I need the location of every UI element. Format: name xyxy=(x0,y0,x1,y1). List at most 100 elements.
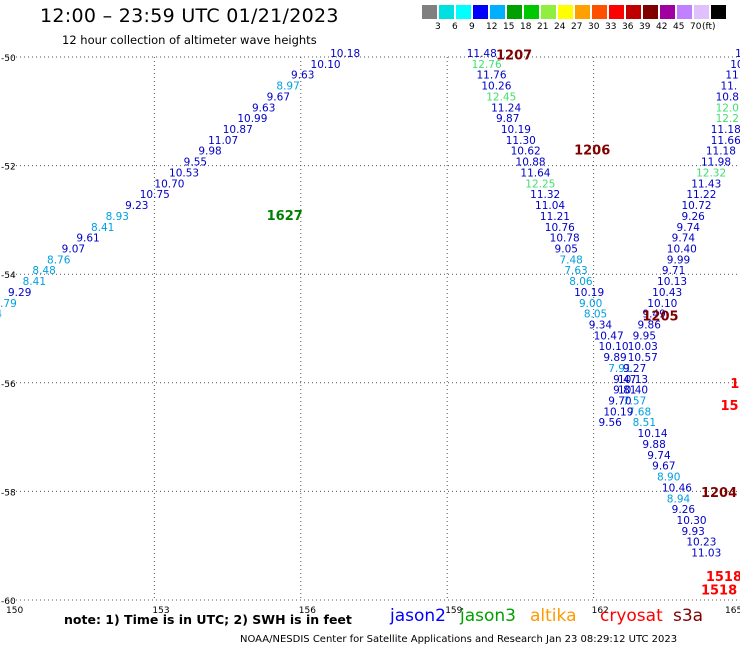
hour-label: 1627 xyxy=(267,209,303,224)
swh-label: 9.74 xyxy=(677,222,701,234)
swh-label: 10.76 xyxy=(545,222,575,234)
swh-label: 7.57 xyxy=(623,396,646,408)
satellite-s3a: s3a xyxy=(673,606,704,626)
swh-label: 10.14 xyxy=(638,428,668,440)
credit-line: NOAA/NESDIS Center for Satellite Applica… xyxy=(240,634,678,645)
swh-label: 11. xyxy=(720,81,737,93)
swh-label: 8.97 xyxy=(276,81,299,93)
lon-tick-label: 162 xyxy=(592,606,609,616)
lat-tick-label: -52 xyxy=(1,163,16,173)
swh-label: 11.48 xyxy=(467,48,497,60)
legend-swatch xyxy=(422,5,437,19)
swh-label: 8.51 xyxy=(633,417,656,429)
swh-label: 10.47 xyxy=(594,330,624,342)
swh-label: 9.29 xyxy=(8,287,31,299)
swh-label: 9.67 xyxy=(267,91,290,103)
swh-label: 12.25 xyxy=(525,178,555,190)
lon-tick-label: 150 xyxy=(6,606,23,616)
swh-label: 9.71 xyxy=(662,265,685,277)
satellite-altika: altika xyxy=(530,606,577,626)
swh-label: 9.23 xyxy=(125,200,148,212)
hour-label: 1518 xyxy=(706,570,740,585)
swh-label: 9.88 xyxy=(642,439,665,451)
legend-swatch xyxy=(541,5,556,19)
legend-swatch xyxy=(507,5,522,19)
swh-label: 10.13 xyxy=(618,374,648,386)
swh-label: 10.19 xyxy=(574,287,604,299)
swh-label: 10.88 xyxy=(516,157,546,169)
chart-title: 12:00 – 23:59 UTC 01/21/2023 xyxy=(40,5,339,27)
hour-label: 15 xyxy=(730,377,740,392)
swh-label: 10.70 xyxy=(154,178,184,190)
legend-swatch xyxy=(626,5,641,19)
swh-label: 9.56 xyxy=(598,417,622,429)
swh-label: 9.49 xyxy=(642,309,665,321)
lon-tick-label: 159 xyxy=(445,606,462,616)
swh-label: 9.74 xyxy=(672,233,696,245)
swh-label: 9.93 xyxy=(681,526,704,538)
legend-label: 70 xyxy=(690,22,702,32)
hour-label: 1207 xyxy=(496,49,532,64)
satellite-jason3: jason3 xyxy=(460,606,516,626)
swh-label: 12.2 xyxy=(716,113,739,125)
swh-label: 10.75 xyxy=(140,189,170,201)
legend-swatch xyxy=(524,5,539,19)
swh-label: 10.26 xyxy=(481,81,511,93)
swh-label: 9.63 xyxy=(252,102,275,114)
swh-label: 10.19 xyxy=(501,124,531,136)
legend-swatch xyxy=(677,5,692,19)
legend-unit: (ft) xyxy=(702,22,716,32)
swh-label: 11.76 xyxy=(476,70,506,82)
swh-label: 8.79 xyxy=(0,298,17,310)
swh-label: 10.99 xyxy=(237,113,267,125)
legend-swatch xyxy=(473,5,488,19)
swh-label: 7.91 xyxy=(608,363,631,375)
swh-label: 9.05 xyxy=(555,243,578,255)
swh-label: 12.76 xyxy=(472,59,502,71)
legend-swatch xyxy=(439,5,454,19)
swh-label: 11 xyxy=(725,70,738,82)
legend-label: 18 xyxy=(520,22,532,32)
swh-label: 9.55 xyxy=(184,157,207,169)
swh-label: 9.74 xyxy=(647,450,671,462)
hour-label: 1518 xyxy=(701,584,737,599)
chart-subtitle: 12 hour collection of altimeter wave hei… xyxy=(62,33,317,47)
swh-label: 9.63 xyxy=(291,70,314,82)
lon-tick-label: 153 xyxy=(152,606,169,616)
swh-label: 10.13 xyxy=(657,276,687,288)
swh-label: 7.68 xyxy=(628,406,651,418)
swh-label: 10 xyxy=(730,59,740,71)
swh-label: 11.24 xyxy=(491,102,521,114)
lat-tick-label: -56 xyxy=(1,380,16,390)
legend-label: 15 xyxy=(503,22,515,32)
swh-label: 9.95 xyxy=(633,330,656,342)
swh-label: 9.00 xyxy=(579,298,602,310)
swh-label: 10.43 xyxy=(652,287,682,299)
swh-label: 12.45 xyxy=(486,91,516,103)
swh-label: 11.03 xyxy=(691,548,721,560)
swh-label: 10.10 xyxy=(311,59,341,71)
swh-label: 11.18 xyxy=(706,146,736,158)
legend-label: 6 xyxy=(452,22,458,32)
swh-label: 11.64 xyxy=(520,167,550,179)
swh-label: 9.07 xyxy=(62,243,85,255)
swh-label: 10.57 xyxy=(628,352,658,364)
swh-label: 10.78 xyxy=(550,233,580,245)
swh-label: 9.26 xyxy=(681,211,705,223)
swh-label: 10.03 xyxy=(628,341,658,353)
swh-label: 9.81 xyxy=(613,385,636,397)
legend-swatch xyxy=(575,5,590,19)
swh-label: 10.40 xyxy=(618,385,648,397)
swh-label: 8.90 xyxy=(657,472,680,484)
lon-tick-label: 156 xyxy=(299,606,316,616)
swh-label: 11.07 xyxy=(208,135,238,147)
hour-label: 15 xyxy=(720,399,738,414)
hour-label: 1206 xyxy=(574,144,610,159)
legend-swatch xyxy=(694,5,709,19)
lat-tick-label: -58 xyxy=(1,488,16,498)
swh-label: 8.41 xyxy=(23,276,46,288)
swh-label: 10.8 xyxy=(716,91,739,103)
legend-label: 45 xyxy=(673,22,685,32)
swh-label: 11.22 xyxy=(686,189,716,201)
swh-label: 10.53 xyxy=(169,167,199,179)
